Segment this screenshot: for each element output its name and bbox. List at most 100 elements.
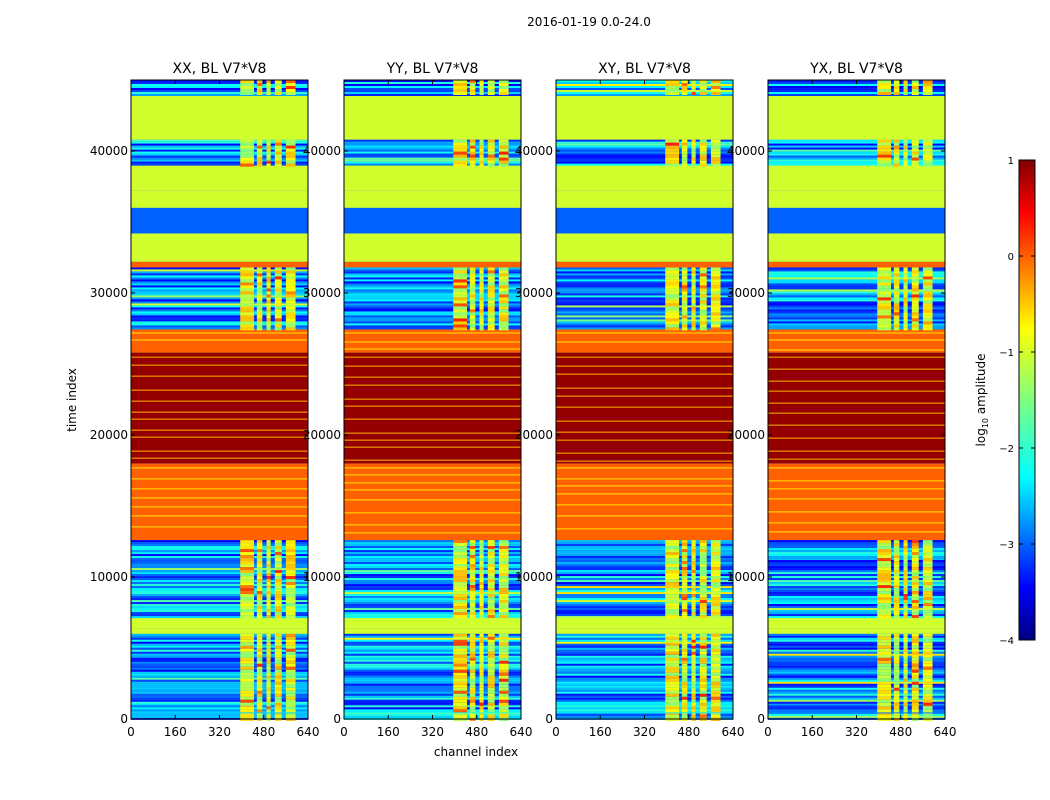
channel-column bbox=[469, 672, 476, 676]
noise-row bbox=[131, 151, 308, 154]
channel-column bbox=[498, 163, 509, 167]
channel-column bbox=[453, 546, 468, 550]
noise-row bbox=[131, 592, 308, 595]
channel-column bbox=[487, 633, 495, 637]
channel-column bbox=[893, 139, 900, 143]
noise-row bbox=[556, 683, 733, 686]
noise-row bbox=[768, 647, 945, 650]
noise-row bbox=[556, 687, 733, 690]
noise-row bbox=[131, 94, 308, 96]
noise-row bbox=[344, 546, 521, 549]
channel-column bbox=[453, 600, 468, 604]
channel-column bbox=[240, 327, 255, 331]
channel-column bbox=[903, 714, 908, 718]
noise-row bbox=[344, 283, 521, 286]
channel-column bbox=[285, 318, 296, 322]
channel-column bbox=[699, 540, 707, 544]
channel-column bbox=[498, 645, 509, 649]
channel-column bbox=[256, 151, 263, 155]
channel-column bbox=[922, 690, 933, 694]
noise-row bbox=[768, 659, 945, 662]
noise-row bbox=[344, 659, 521, 662]
channel-column bbox=[266, 303, 271, 307]
noise-row bbox=[131, 281, 308, 284]
channel-column bbox=[699, 86, 707, 89]
channel-column bbox=[911, 615, 919, 619]
channel-column bbox=[487, 558, 495, 562]
channel-column bbox=[699, 267, 707, 271]
channel-column bbox=[893, 612, 900, 616]
channel-column bbox=[487, 267, 495, 271]
channel-column bbox=[710, 591, 721, 595]
channel-column bbox=[498, 139, 509, 143]
channel-column bbox=[922, 163, 933, 167]
channel-column bbox=[922, 642, 933, 646]
channel-column bbox=[487, 309, 495, 313]
channel-column bbox=[710, 567, 721, 571]
channel-column bbox=[710, 675, 721, 679]
channel-column bbox=[469, 139, 476, 143]
noise-row bbox=[556, 542, 733, 545]
channel-column bbox=[479, 303, 484, 307]
channel-column bbox=[922, 86, 933, 89]
channel-column bbox=[922, 597, 933, 601]
channel-column bbox=[903, 321, 908, 325]
channel-column bbox=[665, 588, 680, 592]
channel-column bbox=[665, 300, 680, 304]
noise-row bbox=[768, 317, 945, 320]
channel-column bbox=[893, 151, 900, 155]
channel-column bbox=[274, 561, 282, 565]
noise-row bbox=[768, 297, 945, 300]
time-band bbox=[556, 616, 733, 629]
noise-row bbox=[556, 281, 733, 284]
channel-column bbox=[903, 145, 908, 149]
channel-column bbox=[487, 666, 495, 670]
channel-column bbox=[877, 714, 892, 718]
channel-column bbox=[903, 267, 908, 271]
channel-column bbox=[893, 142, 900, 146]
channel-column bbox=[453, 306, 468, 310]
channel-column bbox=[498, 690, 509, 694]
channel-column bbox=[453, 309, 468, 313]
channel-column bbox=[699, 80, 707, 83]
noise-row bbox=[556, 673, 733, 676]
band-stripe bbox=[556, 485, 733, 487]
channel-column bbox=[479, 612, 484, 616]
noise-row bbox=[131, 667, 308, 670]
channel-column bbox=[922, 157, 933, 161]
noise-row bbox=[556, 570, 733, 573]
channel-column bbox=[699, 83, 707, 86]
channel-column bbox=[922, 270, 933, 274]
channel-column bbox=[479, 684, 484, 688]
channel-column bbox=[681, 546, 688, 550]
channel-column bbox=[498, 579, 509, 583]
channel-column bbox=[691, 543, 696, 547]
channel-column bbox=[256, 597, 263, 601]
channel-column bbox=[710, 714, 721, 718]
channel-column bbox=[665, 570, 680, 574]
noise-row bbox=[131, 707, 308, 710]
channel-column bbox=[479, 603, 484, 607]
channel-column bbox=[691, 288, 696, 292]
channel-column bbox=[479, 639, 484, 643]
channel-column bbox=[665, 711, 680, 715]
band-stripe bbox=[768, 380, 945, 382]
channel-column bbox=[487, 639, 495, 643]
channel-column bbox=[691, 684, 696, 688]
noise-row bbox=[556, 143, 733, 146]
channel-column bbox=[903, 696, 908, 700]
noise-row bbox=[556, 550, 733, 553]
channel-column bbox=[479, 636, 484, 640]
channel-column bbox=[469, 89, 476, 92]
noise-row bbox=[344, 309, 521, 312]
channel-column bbox=[710, 609, 721, 613]
x-tick-label: 480 bbox=[889, 725, 912, 739]
band-stripe bbox=[344, 365, 521, 367]
noise-row bbox=[556, 149, 733, 152]
channel-column bbox=[699, 663, 707, 667]
channel-column bbox=[893, 648, 900, 652]
channel-column bbox=[893, 285, 900, 289]
noise-row bbox=[768, 149, 945, 152]
channel-column bbox=[903, 594, 908, 598]
channel-column bbox=[487, 549, 495, 553]
